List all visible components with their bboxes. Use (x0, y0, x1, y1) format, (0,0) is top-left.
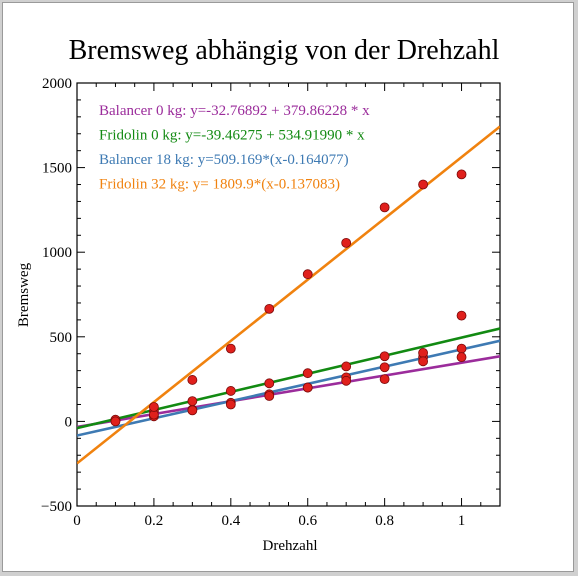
fit-line (77, 327, 500, 430)
y-axis-label: Bremsweg (16, 262, 32, 327)
x-tick-label: 0.4 (221, 513, 240, 529)
data-point (456, 169, 467, 180)
data-point (110, 416, 121, 427)
data-point (187, 405, 198, 416)
legend-entry: Fridolin 32 kg: y= 1809.9*(x-0.137083) (99, 177, 340, 193)
data-point (418, 179, 428, 190)
data-point (456, 343, 467, 354)
data-point (187, 375, 198, 385)
data-point (379, 202, 390, 213)
y-tick-label: 0 (65, 414, 73, 430)
y-tick-label: −500 (41, 499, 72, 515)
data-point (225, 343, 236, 354)
data-point (225, 399, 236, 410)
data-point (187, 396, 198, 406)
chart-title: Bremsweg abhängig von der Drehzahl (69, 35, 500, 66)
data-point (456, 352, 467, 363)
data-point (225, 386, 236, 396)
data-point (264, 378, 275, 389)
legend-entry: Fridolin 0 kg: y=-39.46275 + 534.91990 *… (99, 128, 365, 144)
data-point (456, 310, 467, 321)
data-point (418, 356, 428, 367)
chart-frame: Bremsweg abhängig von der Drehzahl 0 0.2 0… (2, 2, 574, 572)
x-tick-label: 0 (73, 513, 81, 529)
fit-line (77, 339, 500, 437)
data-point (418, 347, 428, 358)
data-point (264, 391, 275, 401)
fit-line (77, 125, 500, 465)
x-axis-label: Drehzahl (263, 538, 318, 554)
x-tick-label: 1 (458, 513, 466, 529)
data-point (379, 374, 390, 385)
data-point (149, 402, 159, 412)
data-point (379, 351, 390, 362)
data-point (302, 382, 313, 393)
x-tick-label: 0.2 (145, 513, 164, 529)
y-tick-label: 500 (50, 330, 73, 346)
data-point (341, 237, 352, 248)
plot-area: 0 0.2 0.4 0.6 0.8 1−5000500100015002000Balanc… (41, 76, 501, 529)
data-point (302, 368, 313, 379)
data-point (379, 362, 390, 373)
data-point (264, 303, 275, 314)
y-tick-label: 2000 (42, 76, 72, 92)
data-point (341, 361, 352, 372)
chart: Bremsweg abhängig von der Drehzahl 0 0.2 0… (16, 35, 501, 554)
x-tick-label: 0.6 (298, 513, 317, 529)
data-point (341, 375, 352, 386)
y-tick-label: 1500 (42, 161, 72, 177)
legend-entry: Balancer 0 kg: y=-32.76892 + 379.86228 *… (99, 103, 370, 119)
x-tick-label: 0.8 (375, 513, 394, 529)
legend-entry: Balancer 18 kg: y=509.169*(x-0.164077) (99, 152, 349, 168)
data-point (302, 269, 313, 280)
y-tick-label: 1000 (42, 245, 72, 261)
fit-line (77, 354, 500, 429)
